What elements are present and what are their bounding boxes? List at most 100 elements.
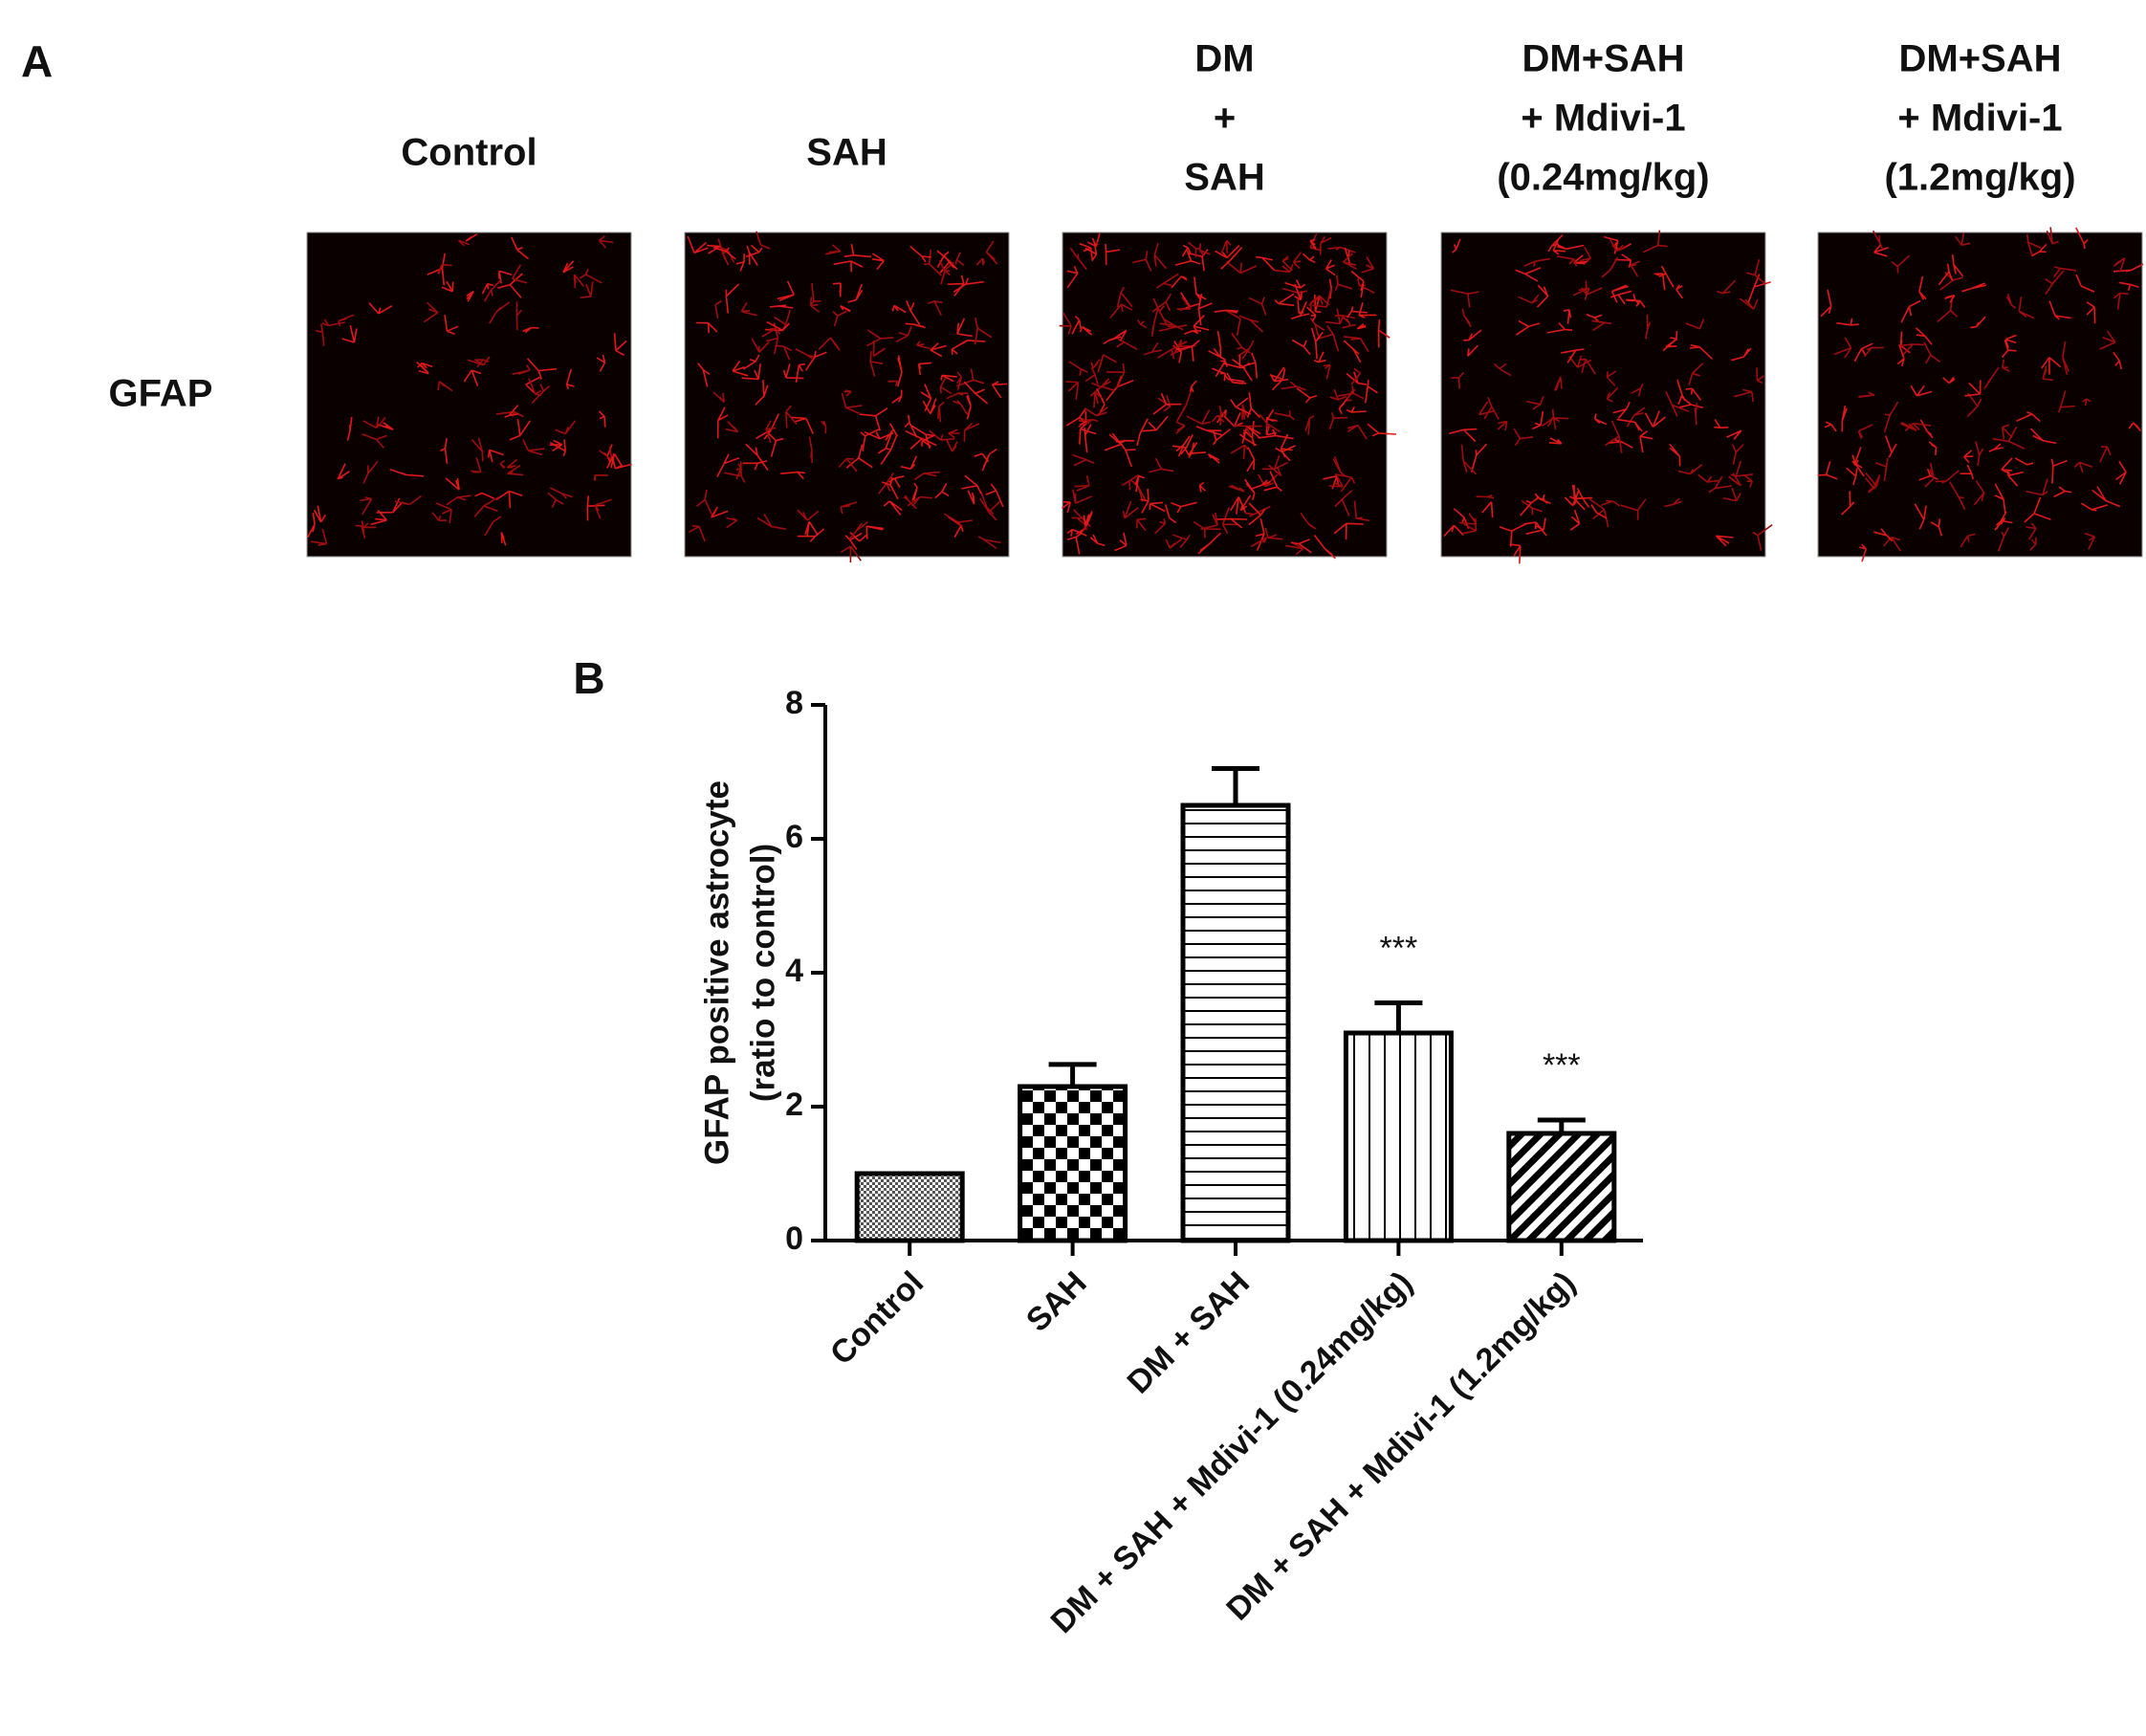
astrocyte <box>1320 235 1332 255</box>
astrocyte <box>2128 422 2142 432</box>
astrocyte <box>1333 522 1364 540</box>
astrocyte <box>473 496 499 517</box>
astrocyte <box>497 273 523 298</box>
astrocyte <box>593 474 608 481</box>
astrocyte <box>361 433 387 449</box>
astrocyte <box>956 318 973 338</box>
astrocyte <box>528 378 542 396</box>
astrocyte <box>1664 497 1682 508</box>
astrocyte <box>1865 472 1881 494</box>
astrocyte <box>1483 397 1500 420</box>
astrocyte <box>1181 244 1193 257</box>
astrocyte <box>1230 397 1252 415</box>
bar <box>1180 802 1291 1243</box>
astrocyte <box>1280 433 1293 458</box>
astrocyte <box>1536 284 1549 308</box>
astrocyte <box>1089 534 1106 547</box>
astrocyte <box>2052 266 2077 278</box>
astrocyte <box>937 401 945 423</box>
astrocyte <box>1334 275 1353 291</box>
astrocyte <box>1215 245 1240 259</box>
astrocyte <box>1116 286 1133 308</box>
astrocyte <box>1097 354 1117 373</box>
astrocyte <box>809 283 821 306</box>
astrocyte <box>527 358 558 380</box>
astrocyte <box>1863 346 1884 358</box>
astrocyte <box>1899 343 1924 356</box>
astrocyte <box>1079 422 1097 445</box>
astrocyte <box>1542 417 1568 427</box>
astrocyte <box>1930 518 1943 537</box>
astrocyte <box>1625 294 1640 305</box>
astrocyte <box>1642 230 1668 253</box>
astrocyte <box>1224 309 1241 337</box>
astrocyte <box>963 422 980 442</box>
column-header: + Mdivi-1 <box>1897 98 2062 140</box>
astrocyte <box>1731 347 1752 362</box>
astrocyte <box>1610 284 1629 303</box>
astrocyte <box>946 392 969 400</box>
astrocyte <box>2048 300 2071 320</box>
astrocyte <box>2057 390 2075 413</box>
astrocyte <box>499 459 506 470</box>
astrocyte <box>507 465 524 476</box>
astrocyte <box>1101 378 1115 392</box>
y-axis-label: (ratio to control) <box>744 844 781 1102</box>
astrocyte <box>1756 367 1765 384</box>
astrocyte <box>1310 327 1324 360</box>
astrocyte <box>689 524 706 542</box>
astrocyte <box>1222 354 1246 369</box>
astrocyte <box>1452 238 1461 253</box>
astrocyte <box>1186 409 1212 425</box>
astrocyte <box>712 391 725 403</box>
astrocyte <box>844 532 863 551</box>
astrocyte <box>1497 420 1508 431</box>
astrocyte <box>974 317 993 345</box>
astrocyte <box>481 282 494 295</box>
astrocyte <box>1616 418 1643 432</box>
astrocyte <box>1688 363 1704 385</box>
astrocyte <box>2113 351 2123 370</box>
astrocyte <box>2014 457 2034 466</box>
astrocyte <box>495 490 523 509</box>
astrocyte <box>2062 341 2070 375</box>
astrocyte <box>785 405 798 429</box>
astrocyte <box>1300 512 1317 530</box>
astrocyte <box>2016 411 2041 423</box>
astrocyte <box>1891 254 1911 274</box>
astrocyte <box>2002 359 2010 373</box>
astrocyte <box>313 505 327 523</box>
astrocyte <box>911 482 918 501</box>
astrocyte <box>1337 385 1365 400</box>
astrocyte <box>1817 461 1838 480</box>
astrocyte <box>920 384 932 412</box>
astrocyte <box>573 274 585 289</box>
astrocyte <box>525 376 540 394</box>
astrocyte <box>2029 428 2057 445</box>
astrocyte <box>1851 454 1859 467</box>
astrocyte <box>724 461 746 483</box>
astrocyte <box>306 512 316 538</box>
astrocyte <box>725 421 739 433</box>
astrocyte <box>1653 273 1666 291</box>
astrocyte <box>1105 243 1121 266</box>
astrocyte <box>1142 415 1169 432</box>
astrocyte <box>1532 410 1544 430</box>
astrocyte <box>1312 290 1332 308</box>
astrocyte <box>872 253 885 271</box>
astrocyte <box>777 280 795 301</box>
astrocyte <box>961 474 982 494</box>
astrocyte <box>961 340 986 344</box>
astrocyte <box>1665 390 1690 417</box>
y-tick-label: 2 <box>785 1087 803 1123</box>
bar <box>1018 1084 1128 1243</box>
astrocyte <box>1226 372 1247 385</box>
astrocyte <box>2001 340 2017 359</box>
astrocyte <box>1071 316 1083 335</box>
astrocyte <box>1973 480 1985 506</box>
astrocyte <box>555 420 577 435</box>
astrocyte <box>549 487 573 499</box>
astrocyte <box>315 323 325 346</box>
astrocyte <box>1174 250 1201 266</box>
astrocyte <box>1949 481 1966 510</box>
